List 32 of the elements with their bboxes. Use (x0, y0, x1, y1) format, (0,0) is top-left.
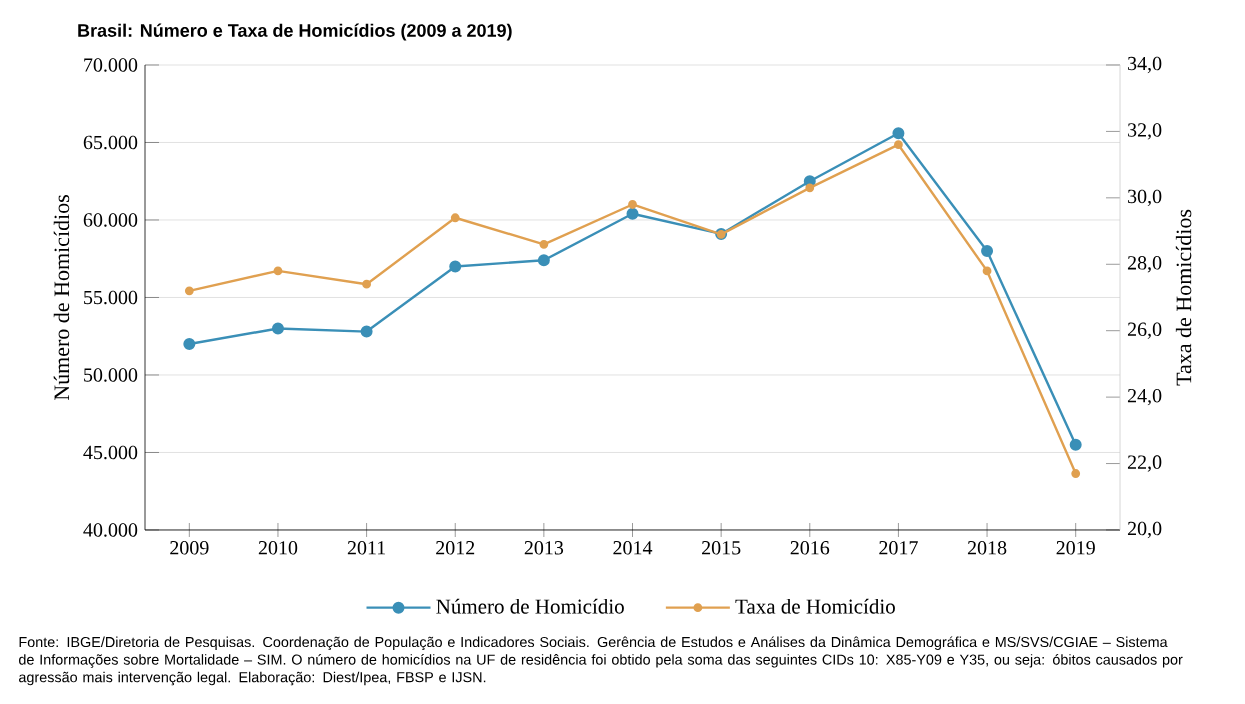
y-tick-label: 60.000 (83, 213, 138, 227)
y-tick-label: 70.000 (84, 58, 138, 72)
y-tick-label: 40.000 (83, 523, 138, 537)
x-tick-label: 2019 (1056, 541, 1095, 555)
x-tick-label: 2011 (347, 541, 386, 555)
y-tick-label: 55.000 (84, 290, 138, 305)
y2-tick-label: 34,0 (1128, 56, 1162, 74)
y2-tick-label: 20,0 (1127, 521, 1162, 539)
y-tick-label: 65.000 (83, 135, 138, 150)
legend-label: Número de Homicídio (436, 598, 624, 614)
x-tick-label: 2012 (436, 541, 475, 555)
y2-tick-label: 28,0 (1127, 256, 1162, 273)
y2-axis-title: Taxa de Homicídios (1175, 209, 1192, 386)
y-tick-label: 45.000 (83, 445, 138, 460)
x-tick-label: 2016 (790, 541, 830, 555)
y-tick-label: 50.000 (84, 368, 138, 382)
y2-tick-label: 24,0 (1127, 388, 1162, 406)
x-tick-label: 2014 (613, 541, 653, 555)
x-tick-label: 2010 (258, 541, 298, 555)
y-axis-title: Número de Homicídios (53, 195, 70, 401)
x-tick-label: 2009 (170, 541, 209, 555)
y2-tick-label: 32,0 (1128, 123, 1162, 140)
x-tick-label: 2017 (879, 541, 918, 555)
y2-tick-label: 26,0 (1127, 322, 1162, 339)
chart-title: Brasil: Número e Taxa de Homicídios (2009 a 2019) (78, 23, 512, 41)
source-note: Fonte: IBGE/Diretoria de Pesquisas. Coordenação de População e Indicadores Sociais. Gerência de Estudos e Análises da Dinâmica Demográfica e MS/SVS/CGIAE – Sistema de Informações sobre Mortalidade – SIM. O número de homicídios na UF de residência foi obtido pela soma das seguintes CIDs 10: X85-Y09 e Y35, ou seja: óbitos causados por agressão mais intervenção legal. Elaboração: Diest/Ipea, FBSP e IJSN. (19, 636, 1183, 686)
x-tick-label: 2015 (702, 541, 741, 555)
x-tick-label: 2013 (524, 541, 564, 555)
x-tick-label: 2018 (967, 541, 1007, 555)
legend-label: Taxa de Homicídio (735, 598, 895, 614)
y2-tick-label: 30,0 (1128, 189, 1162, 207)
y2-tick-label: 22,0 (1127, 455, 1162, 472)
